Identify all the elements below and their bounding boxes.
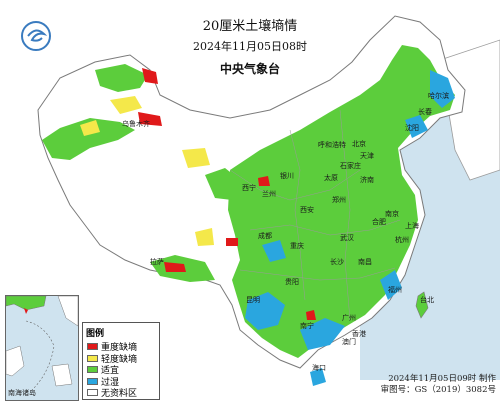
legend-label: 过湿 xyxy=(101,377,120,388)
place-label: 北京 xyxy=(352,140,366,148)
place-label: 成都 xyxy=(258,232,272,240)
place-label: 银川 xyxy=(280,172,294,180)
place-label: 天津 xyxy=(360,152,374,160)
region-suitable-qinghai xyxy=(205,168,240,200)
place-label: 台北 xyxy=(420,296,434,304)
cma-logo-icon xyxy=(21,21,51,51)
made-time: 2024年11月05日09时 制作 xyxy=(388,374,496,384)
place-label: 南宁 xyxy=(300,322,314,330)
place-label: 济南 xyxy=(360,176,374,184)
place-label: 合肥 xyxy=(372,218,386,226)
region-wet-liaoning xyxy=(405,115,428,138)
legend-label: 适宜 xyxy=(101,366,120,377)
region-light-deficit-west xyxy=(80,120,100,136)
map-legend: 图例 重度缺墒 轻度缺墒 适宜 过湿 无资料区 xyxy=(82,322,160,400)
place-label: 上海 xyxy=(405,222,419,230)
place-label: 长春 xyxy=(418,108,432,116)
issuer-name: 中央气象台 xyxy=(219,62,280,76)
region-wet-northeast xyxy=(430,70,455,108)
map-footer: 2024年11月05日09时 制作 审图号：GS（2019）3082号 xyxy=(381,374,496,396)
region-suitable-east xyxy=(228,45,455,358)
region-wet-south xyxy=(245,292,285,330)
legend-swatch xyxy=(87,366,98,374)
place-label: 沈阳 xyxy=(405,124,419,132)
region-wet-sichuan xyxy=(262,240,286,262)
approval-number: 审图号：GS（2019）3082号 xyxy=(380,385,496,395)
region-wet-guangdong xyxy=(300,318,345,350)
place-label: 长沙 xyxy=(330,258,344,266)
region-light-deficit-tibet xyxy=(195,228,214,246)
place-label: 重庆 xyxy=(290,242,304,250)
inset-map xyxy=(6,296,78,389)
place-label: 呼和浩特 xyxy=(318,141,346,149)
province-borders xyxy=(229,109,401,321)
region-light-deficit-xinjiang xyxy=(110,96,142,114)
legend-swatch xyxy=(87,377,98,385)
legend-item-wet: 过湿 xyxy=(87,376,159,388)
place-label: 香港 xyxy=(352,330,366,338)
place-label: 拉萨 xyxy=(150,258,164,266)
place-label: 贵阳 xyxy=(285,278,299,286)
place-label: 西宁 xyxy=(242,184,256,192)
place-label: 兰州 xyxy=(262,190,276,198)
legend-title: 图例 xyxy=(86,329,105,339)
place-label: 海口 xyxy=(312,364,326,372)
map-title: 20厘米土壤墒情 xyxy=(202,19,298,34)
region-severe-deficit-6 xyxy=(258,176,270,186)
place-label: 福州 xyxy=(388,286,402,294)
region-severe-deficit-1 xyxy=(142,68,158,84)
legend-swatch xyxy=(87,354,98,362)
korea-japan-land xyxy=(439,39,500,181)
taiwan-island xyxy=(415,291,429,319)
region-wet-fujian xyxy=(380,270,402,300)
place-label: 武汉 xyxy=(340,234,354,242)
region-suitable-xinjiang xyxy=(42,118,135,160)
legend-item-light: 轻度缺墒 xyxy=(87,353,159,365)
place-label: 西安 xyxy=(300,206,314,214)
region-wet-hainan xyxy=(310,368,326,386)
place-label: 石家庄 xyxy=(340,162,361,170)
legend-item-nodata: 无资料区 xyxy=(87,387,159,399)
south-china-sea-inset: 南海诸岛 xyxy=(5,295,79,401)
region-light-deficit-inner-mongolia xyxy=(182,148,210,168)
place-label: 郑州 xyxy=(332,196,346,204)
region-severe-deficit-3 xyxy=(164,262,186,272)
place-label: 杭州 xyxy=(395,236,409,244)
legend-label: 重度缺墒 xyxy=(101,343,138,354)
inset-label: 南海诸岛 xyxy=(8,389,36,397)
map-datetime: 2024年11月05日08时 xyxy=(193,40,307,53)
legend-item-suitable: 适宜 xyxy=(87,364,159,376)
region-severe-deficit-2 xyxy=(138,112,162,126)
region-severe-deficit-4 xyxy=(226,238,238,246)
place-label: 南京 xyxy=(385,210,399,218)
region-severe-deficit-5 xyxy=(306,310,316,320)
legend-item-severe: 重度缺墒 xyxy=(87,341,159,353)
region-suitable-xinjiang-north xyxy=(95,64,148,92)
place-label: 乌鲁木齐 xyxy=(122,120,150,128)
legend-label: 轻度缺墒 xyxy=(101,354,138,365)
legend-label: 无资料区 xyxy=(101,389,138,400)
place-label: 哈尔滨 xyxy=(428,92,449,100)
place-label: 昆明 xyxy=(246,296,260,304)
place-label: 太原 xyxy=(324,174,338,182)
place-label: 南昌 xyxy=(358,258,372,266)
legend-swatch xyxy=(87,389,98,397)
place-label: 澳门 xyxy=(342,338,356,346)
place-label: 广州 xyxy=(342,314,356,322)
legend-swatch xyxy=(87,343,98,351)
